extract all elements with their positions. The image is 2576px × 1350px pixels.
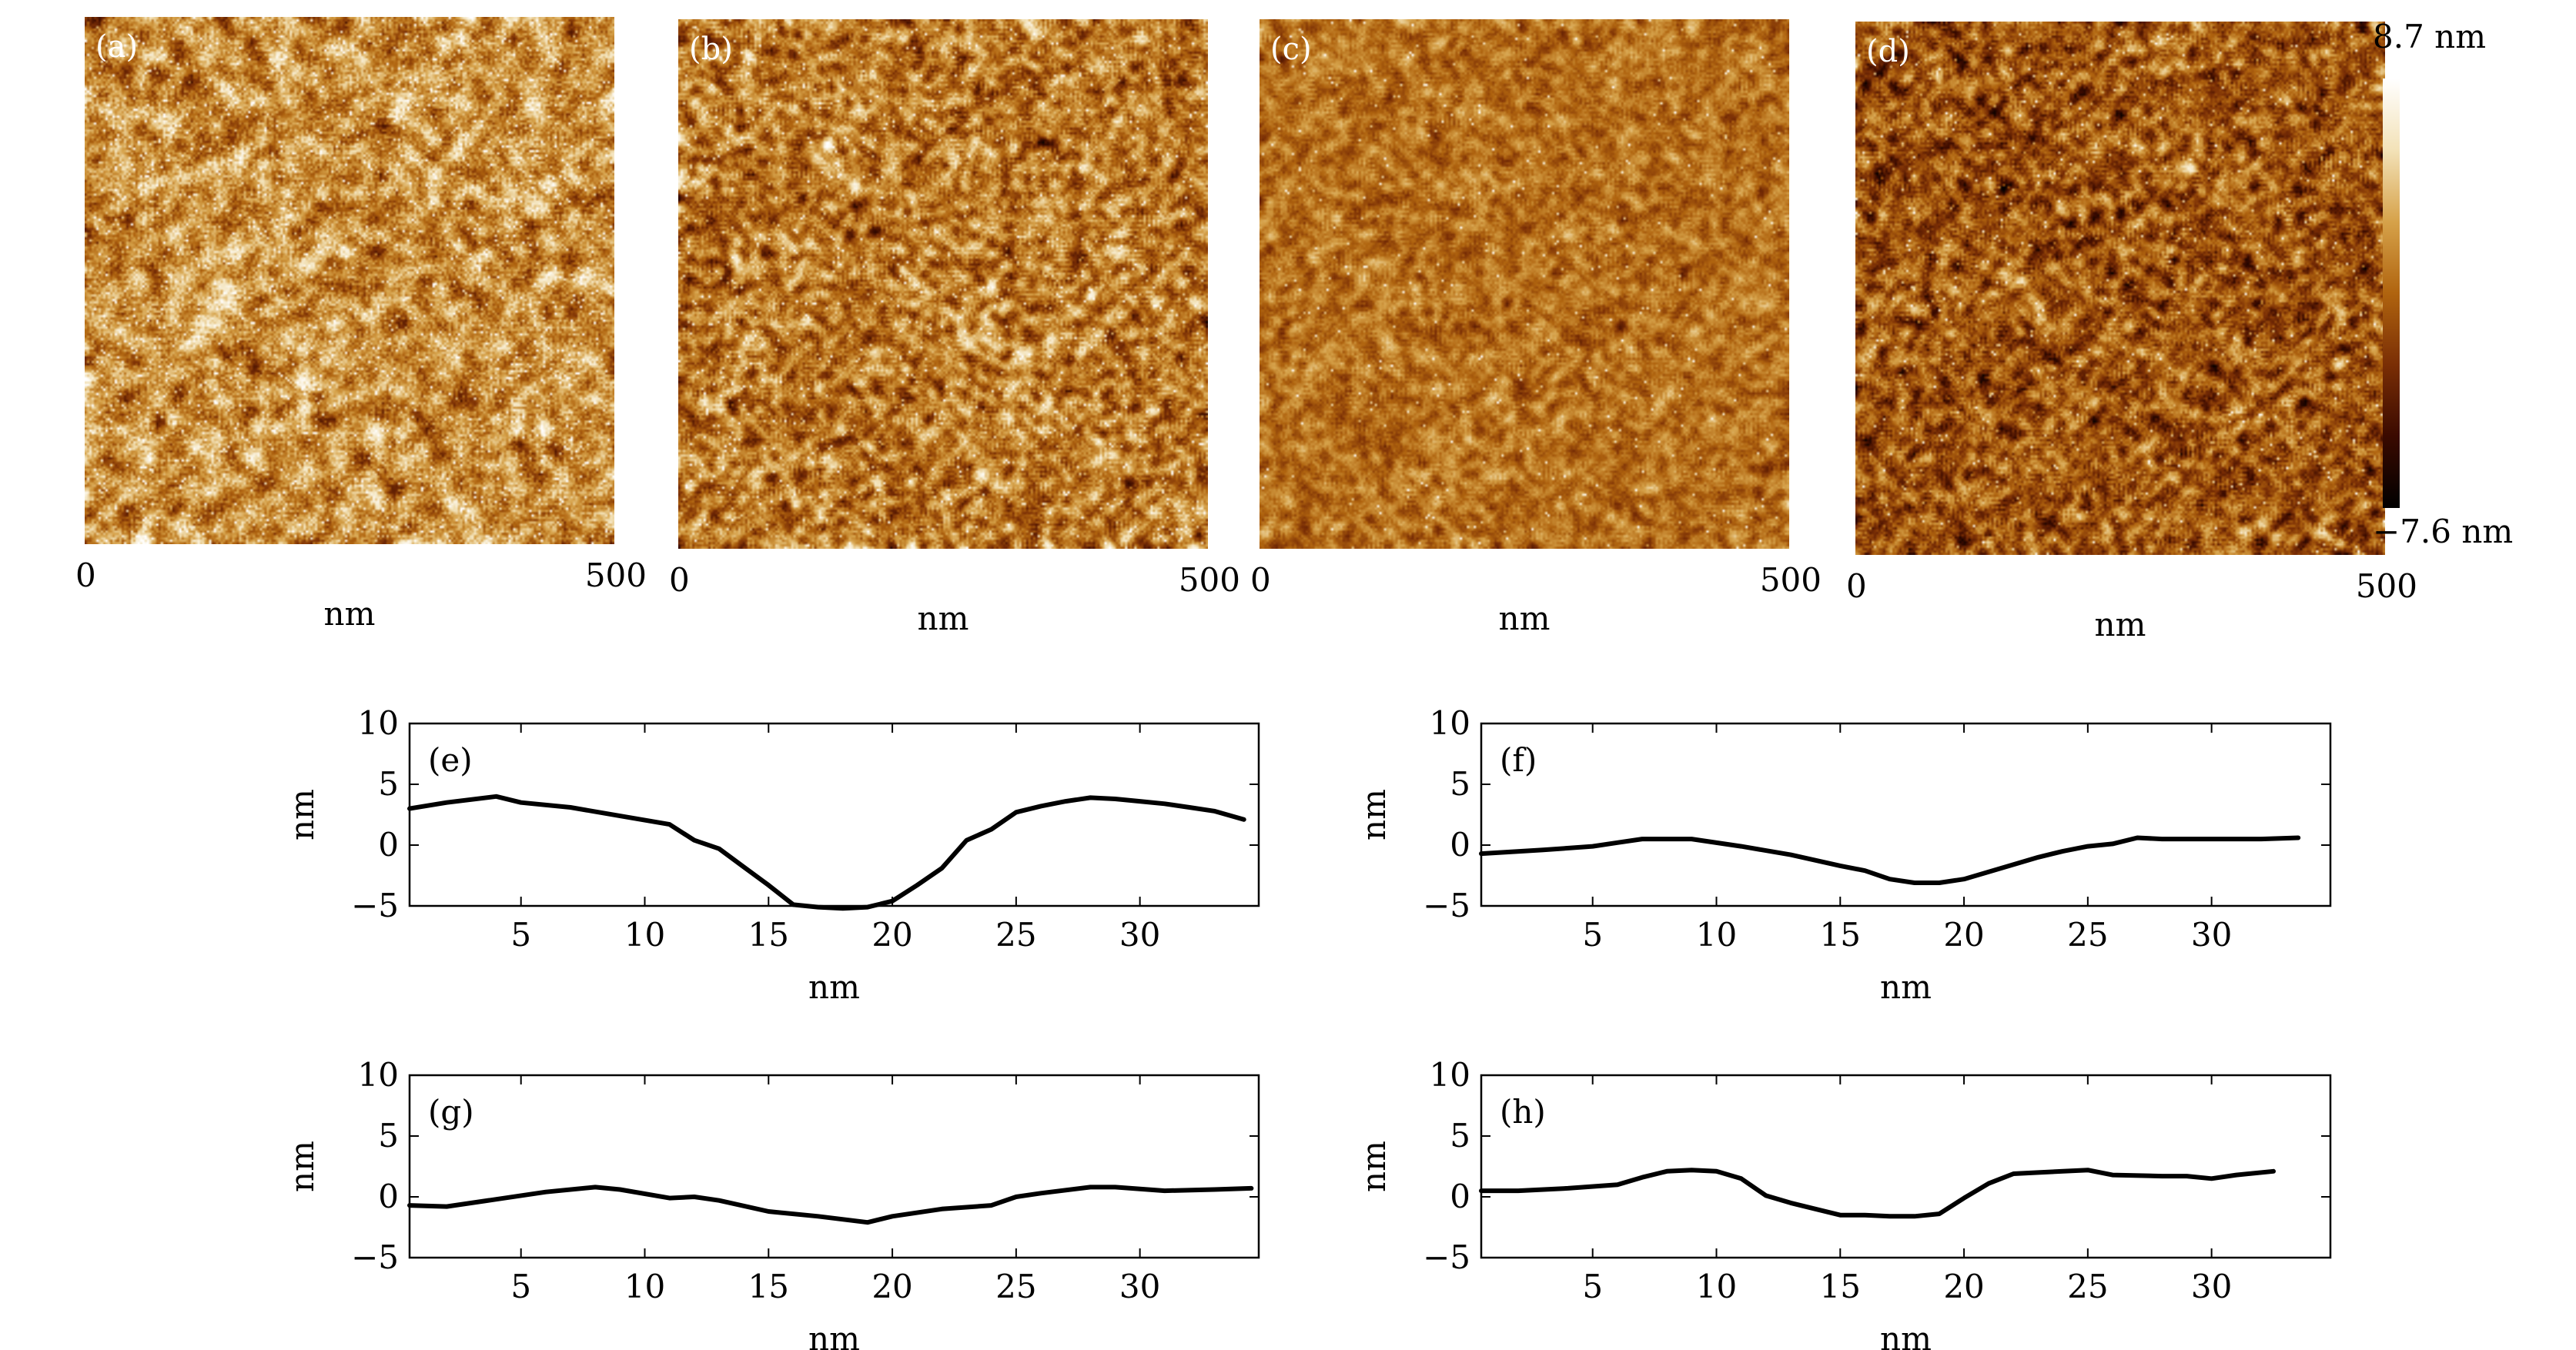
y-tick-label: −5	[1423, 887, 1470, 924]
x-tick-label: 5	[1582, 916, 1603, 954]
plot-frame	[1480, 1074, 2332, 1259]
profile-panel-label: (f)	[1500, 741, 1537, 779]
y-tick-label: 10	[358, 704, 399, 742]
x-tick-label: 30	[1119, 916, 1160, 954]
profile-chart-e: 5 10 15 20 25 30 −5 0 5 10 (e) nm nm	[283, 704, 1260, 1006]
y-tick-label: −5	[351, 1238, 399, 1276]
afm-panel-label: (c)	[1270, 32, 1312, 67]
profile-line	[1479, 1168, 2276, 1219]
x-tick-label: 30	[2191, 1268, 2232, 1305]
x-tick-label: 30	[1119, 1268, 1160, 1305]
afm-tick-end: 500	[1760, 561, 1822, 599]
y-tick-label: 10	[1430, 1056, 1470, 1094]
afm-tick-start: 0	[75, 556, 96, 594]
afm-xlabel: nm	[2095, 606, 2146, 643]
afm-tick-start: 0	[1846, 567, 1867, 605]
y-tick-label: 5	[378, 765, 399, 803]
profile-chart-g: 5 10 15 20 25 30 −5 0 5 10 (g) nm nm	[283, 1056, 1260, 1350]
plot-frame	[408, 1074, 1260, 1259]
afm-panel-label: (b)	[689, 32, 733, 67]
afm-panel-label: (a)	[95, 29, 138, 65]
y-tick-label: 10	[1430, 704, 1470, 742]
profile-xlabel: nm	[1880, 1320, 1932, 1350]
afm-image	[1260, 19, 1789, 549]
profile-chart-f: 5 10 15 20 25 30 −5 0 5 10 (f) nm nm	[1355, 704, 2332, 1006]
x-tick-label: 20	[871, 1268, 912, 1305]
x-tick-label: 15	[748, 916, 789, 954]
afm-tick-end: 500	[585, 556, 647, 594]
x-tick-label: 10	[624, 1268, 665, 1305]
afm-image	[1855, 22, 2385, 555]
x-tick-label: 10	[624, 916, 665, 954]
x-tick-label: 20	[1943, 916, 1984, 954]
x-tick-label: 25	[995, 1268, 1036, 1305]
y-tick-label: −5	[1423, 1238, 1470, 1276]
colorbar-gradient	[2383, 79, 2400, 508]
x-tick-label: 10	[1696, 916, 1737, 954]
afm-xlabel: nm	[918, 600, 969, 637]
y-tick-label: 5	[1450, 765, 1470, 803]
x-tick-label: 25	[2067, 1268, 2108, 1305]
x-tick-label: 15	[748, 1268, 789, 1305]
y-tick-label: 5	[378, 1117, 399, 1155]
plot-frame	[408, 722, 1260, 907]
afm-tick-end: 500	[2356, 567, 2417, 605]
afm-tick-end: 500	[1179, 561, 1240, 599]
y-tick-label: 0	[378, 1178, 399, 1215]
x-tick-label: 15	[1820, 916, 1861, 954]
plot-frame	[1480, 722, 2332, 907]
profile-line	[407, 1185, 1254, 1225]
y-tick-label: −5	[351, 887, 399, 924]
x-tick-label: 15	[1820, 1268, 1861, 1305]
afm-tick-start: 0	[1250, 561, 1271, 599]
y-tick-label: 0	[1450, 1178, 1470, 1215]
y-tick-label: 0	[1450, 826, 1470, 864]
profile-xlabel: nm	[808, 1320, 860, 1350]
afm-xlabel: nm	[1499, 600, 1551, 637]
profile-chart-h: 5 10 15 20 25 30 −5 0 5 10 (h) nm nm	[1355, 1056, 2332, 1350]
profile-ylabel: nm	[1355, 1141, 1393, 1192]
profile-line	[1479, 835, 2301, 885]
profile-panel-label: (g)	[428, 1093, 474, 1131]
afm-tick-start: 0	[669, 561, 690, 599]
afm-image	[678, 19, 1208, 549]
profile-line	[407, 794, 1246, 911]
x-tick-label: 10	[1696, 1268, 1737, 1305]
colorbar-min-label: −7.6 nm	[2373, 513, 2513, 550]
y-tick-label: 5	[1450, 1117, 1470, 1155]
afm-panel-label: (d)	[1866, 34, 1910, 69]
profile-ylabel: nm	[283, 789, 321, 840]
x-tick-label: 5	[510, 1268, 531, 1305]
x-tick-label: 25	[995, 916, 1036, 954]
profile-ylabel: nm	[1355, 789, 1393, 840]
profile-charts: 5 10 15 20 25 30 −5 0 5 10 (e) nm nm 5 10 15 20 25 30 −5 0 5 1…	[283, 704, 2332, 1350]
x-tick-label: 20	[871, 916, 912, 954]
afm-image	[85, 17, 614, 544]
colorbar-max-label: 8.7 nm	[2373, 18, 2486, 55]
x-tick-label: 25	[2067, 916, 2108, 954]
y-tick-label: 0	[378, 826, 399, 864]
afm-panel-b: (b) 0 500 nm	[669, 19, 1240, 637]
afm-panel-d: (d) 0 500 nm	[1846, 22, 2417, 643]
x-tick-label: 5	[1582, 1268, 1603, 1305]
profile-xlabel: nm	[808, 968, 860, 1006]
profile-ylabel: nm	[283, 1141, 321, 1192]
profile-panel-label: (h)	[1500, 1093, 1546, 1131]
x-tick-label: 30	[2191, 916, 2232, 954]
y-tick-label: 10	[358, 1056, 399, 1094]
profile-xlabel: nm	[1880, 968, 1932, 1006]
afm-panel-a: (a) 0 500 nm	[75, 17, 647, 633]
afm-xlabel: nm	[324, 595, 376, 633]
x-tick-label: 20	[1943, 1268, 1984, 1305]
colorbar: 8.7 nm −7.6 nm	[2373, 18, 2513, 550]
afm-images: (a) 0 500 nm (b) 0 500 nm (c) 0 500 nm (d) 0 500 nm	[75, 17, 2417, 643]
x-tick-label: 5	[510, 916, 531, 954]
profile-panel-label: (e)	[428, 741, 473, 779]
afm-panel-c: (c) 0 500 nm	[1250, 19, 1822, 637]
